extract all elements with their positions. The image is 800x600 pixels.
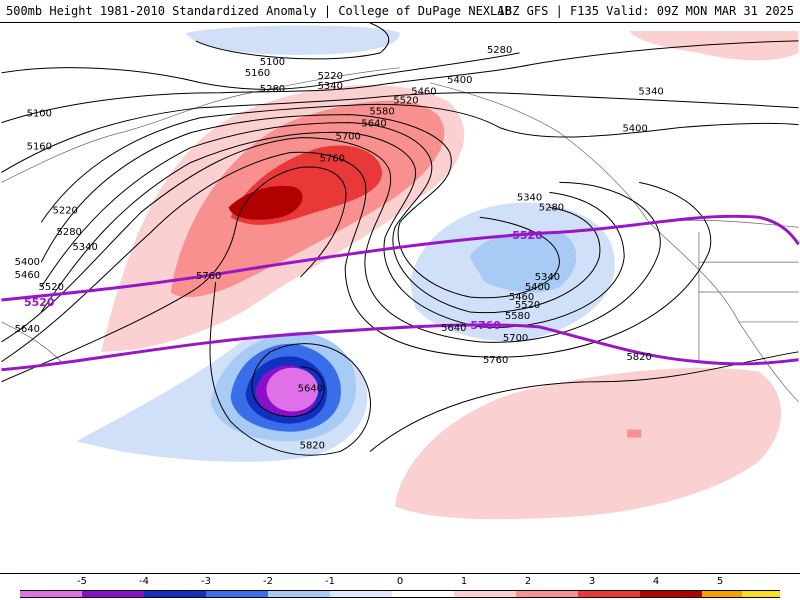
colorbar-tick: -3 <box>201 576 211 587</box>
contour-label: 5160 <box>27 142 52 153</box>
colorbar-tick: -1 <box>325 576 335 587</box>
contour-label: 5100 <box>260 57 285 68</box>
contour-label: 5640 <box>361 119 386 130</box>
weather-map: 5100 5100 5160 5160 5220 5220 5280 5280 … <box>0 22 800 574</box>
colorbar-tick: 3 <box>588 576 596 587</box>
colorbar-segment <box>206 590 268 598</box>
contour-label: 5340 <box>318 81 343 92</box>
contour-label: 5820 <box>626 352 651 363</box>
contour-label: 5760 <box>196 271 221 282</box>
anomaly-shading <box>76 25 799 520</box>
contour-label: 5520 <box>39 282 64 293</box>
coastlines <box>1 67 799 402</box>
contour-label: 5460 <box>15 270 40 281</box>
contour-label: 5580 <box>505 311 530 322</box>
colorbar-tick: 4 <box>652 576 660 587</box>
colorbar-segment <box>640 590 702 598</box>
contour-label: 5220 <box>318 71 343 82</box>
title-bar: 500mb Height 1981-2010 Standardized Anom… <box>0 0 800 22</box>
negative-anomaly-region <box>469 230 577 293</box>
contour-label: 5280 <box>57 227 82 238</box>
colorbar-tick: 5 <box>716 576 724 587</box>
colorbar-segment <box>454 590 516 598</box>
contour-label: 5460 <box>411 87 436 98</box>
colorbar-segment <box>578 590 640 598</box>
colorbar-tick: 0 <box>396 576 404 587</box>
colorbar: -5 -4 -3 -2 -1 0 1 2 3 4 5 <box>0 574 800 600</box>
contour-label: 5520 <box>393 96 418 107</box>
reference-contour-label: 5760 <box>470 319 501 332</box>
contour-label: 5460 <box>509 292 534 303</box>
contour-label: 5400 <box>447 75 472 86</box>
contour-label: 5340 <box>517 192 542 203</box>
colorbar-segment <box>268 590 330 598</box>
contour-label: 5340 <box>638 87 663 98</box>
contour-label: 5400 <box>525 282 550 293</box>
contour-label: 5400 <box>622 124 647 135</box>
positive-anomaly-region <box>627 429 642 438</box>
contour-label: 5220 <box>53 205 78 216</box>
contour-label: 5340 <box>535 272 560 283</box>
model-valid-time: 18Z GFS | F135 Valid: 09Z MON MAR 31 202… <box>497 4 794 18</box>
colorbar-segment <box>330 590 392 598</box>
positive-anomaly-region <box>228 185 303 220</box>
contour-label: 5580 <box>369 107 394 118</box>
colorbar-segment <box>742 590 780 598</box>
reference-contour-label: 5520 <box>24 296 55 309</box>
negative-anomaly-region <box>266 367 319 412</box>
contour-label: 5400 <box>15 257 40 268</box>
reference-contours <box>1 214 800 372</box>
colorbar-tick: -5 <box>77 576 87 587</box>
chart-title: 500mb Height 1981-2010 Standardized Anom… <box>6 4 512 18</box>
contour-label: 5280 <box>260 84 285 95</box>
reference-contour-label: 5520 <box>512 229 543 242</box>
colorbar-segment <box>82 590 144 598</box>
contour-label: 5640 <box>298 384 323 395</box>
colorbar-tick: -2 <box>263 576 273 587</box>
contour-labels: 5100 5100 5160 5160 5220 5220 5280 5280 … <box>15 45 664 452</box>
contour-label: 5760 <box>483 355 508 366</box>
colorbar-segment <box>516 590 578 598</box>
contour-label: 5340 <box>72 242 97 253</box>
colorbar-tick: -4 <box>139 576 149 587</box>
contour-label: 5520 <box>515 300 540 311</box>
height-contours <box>1 23 799 456</box>
contour-5760 <box>1 323 799 372</box>
colorbar-segment <box>144 590 206 598</box>
colorbar-segment <box>392 590 454 598</box>
contour-label: 5700 <box>336 132 361 143</box>
contour-5520 <box>1 214 800 302</box>
colorbar-tick: 2 <box>524 576 532 587</box>
positive-anomaly-region <box>629 30 799 61</box>
contour-label: 5160 <box>245 68 270 79</box>
colorbar-segment <box>702 590 742 598</box>
contour-label: 5760 <box>320 153 345 164</box>
contour-label: 5700 <box>503 333 528 344</box>
colorbar-tick: 1 <box>460 576 468 587</box>
contour-label: 5640 <box>441 323 466 334</box>
contour-label: 5280 <box>487 45 512 56</box>
contour-label: 5100 <box>27 109 52 120</box>
contour-label: 5280 <box>539 202 564 213</box>
positive-anomaly-region <box>395 367 782 520</box>
contour-label: 5640 <box>15 324 40 335</box>
negative-anomaly-region <box>185 25 400 55</box>
contour-label: 5820 <box>300 440 325 451</box>
colorbar-segment <box>20 590 82 598</box>
